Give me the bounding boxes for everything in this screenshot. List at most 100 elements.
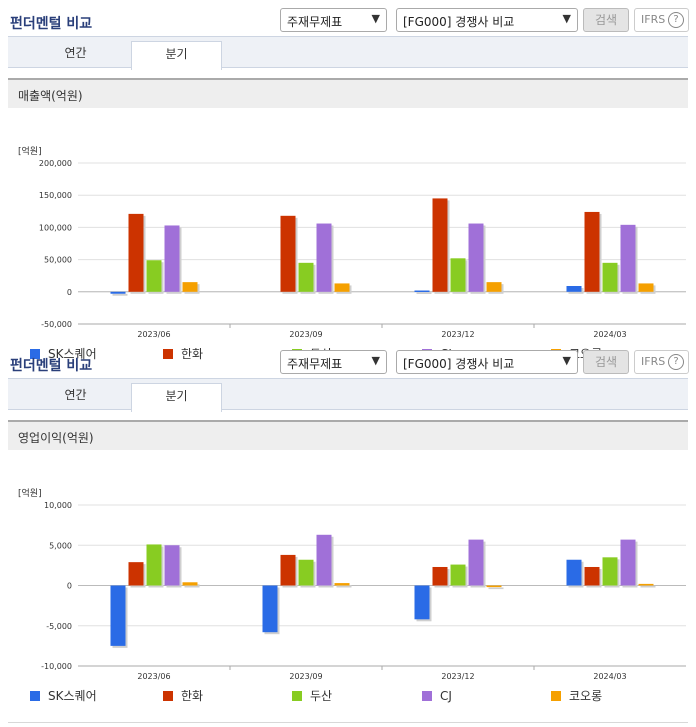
bar-코오롱 [334,283,350,292]
peer-group-select[interactable]: [FG000] 경쟁사 비교 ▼ [396,8,578,32]
revenue-chart-svg: [억원] 200,000 150,000 100,000 50,000 0 -50,000 2… [18,145,686,361]
tab-annual[interactable]: 연간 [64,46,87,60]
y-unit-label: [억원] [18,487,42,499]
ifrs-button[interactable]: IFRS ? [634,350,689,374]
peer-group-select-value: [FG000] 경쟁사 비교 [403,357,515,371]
bar-코오롱 [486,585,502,588]
tab-annual[interactable]: 연간 [64,388,87,402]
bar-SK스퀘어 [262,585,278,633]
peer-group-select[interactable]: [FG000] 경쟁사 비교 ▼ [396,350,578,374]
legend-item: 한화 [163,689,203,703]
ifrs-button[interactable]: IFRS ? [634,8,689,32]
legend-label: CJ [440,689,452,703]
y-tick-label: -5,000 [46,622,72,631]
legend-swatch [551,691,561,701]
bar-코오롱 [334,583,350,586]
metric-header: 매출액(억원) [8,78,688,108]
bar-한화 [584,566,600,586]
x-tick-label: 2023/12 [441,330,474,339]
bar-SK스퀘어 [110,291,126,294]
y-tick-label: 50,000 [44,256,72,265]
bar-shadow [640,585,656,588]
x-tick-label: 2023/09 [289,330,322,339]
y-tick-label: 150,000 [39,191,72,200]
x-tick-label: 2024/03 [593,672,626,681]
fundamental-panel-revenue: 펀더멘털 비교 주재무제표 ▼ [FG000] 경쟁사 비교 ▼ 검색 IFRS… [0,0,696,381]
panel-header: 펀더멘털 비교 주재무제표 ▼ [FG000] 경쟁사 비교 ▼ 검색 IFRS… [0,342,696,378]
tab-quarterly[interactable]: 분기 [131,41,222,70]
bar-두산 [146,544,162,586]
help-icon[interactable]: ? [668,12,684,28]
fundamental-panel-operating-profit: 펀더멘털 비교 주재무제표 ▼ [FG000] 경쟁사 비교 ▼ 검색 IFRS… [0,342,696,723]
bar-SK스퀘어 [414,290,430,293]
search-button[interactable]: 검색 [583,350,629,374]
bar-한화 [584,211,600,292]
operating-profit-chart-svg: [억원]10,000 5,000 0 -5,000 -10,000 2023/06 2023… [18,487,686,703]
statement-select[interactable]: 주재무제표 ▼ [280,350,387,374]
ifrs-label: IFRS [641,13,666,26]
panel-title: 펀더멘털 비교 [10,16,93,32]
tab-quarterly[interactable]: 분기 [131,383,222,412]
bar-shadow [184,584,200,588]
legend-swatch [163,691,173,701]
revenue-chart: [억원] 200,000 150,000 100,000 50,000 0 -50,000 2… [8,108,688,381]
bar-한화 [432,198,448,292]
y-tick-label: 200,000 [39,159,72,168]
legend-item: 코오롱 [551,689,602,703]
bar-SK스퀘어 [566,559,582,586]
bar-SK스퀘어 [414,585,430,620]
y-tick-label: -10,000 [41,662,72,671]
bar-한화 [128,562,144,586]
bar-CJ [468,223,484,292]
bar-두산 [602,262,618,292]
metric-header: 영업이익(억원) [8,420,688,450]
chevron-down-icon: ▼ [562,354,571,367]
bar-shadow [112,293,128,296]
legend-label: 한화 [181,689,203,703]
bar-CJ [316,534,332,586]
y-tick-label: 0 [67,582,72,591]
legend-swatch [30,349,40,359]
chevron-down-icon: ▼ [371,12,380,25]
x-tick-label: 2024/03 [593,330,626,339]
period-tabs: 연간 분기 [8,36,688,70]
bar-두산 [146,260,162,292]
bar-CJ [620,539,636,586]
panel-title: 펀더멘털 비교 [10,358,93,374]
statement-select-value: 주재무제표 [287,357,343,371]
operating-profit-chart: [억원] 10,000 5,000 0 -5,000 -10,000 2023/06 2023… [8,450,688,723]
bar-한화 [280,215,296,292]
bar-SK스퀘어 [110,585,126,646]
metric-title: 매출액(억원) [18,89,83,103]
ifrs-label: IFRS [641,355,666,368]
metric-title: 영업이익(억원) [18,431,94,445]
statement-select[interactable]: 주재무제표 ▼ [280,8,387,32]
bar-CJ [316,223,332,292]
x-tick-label: 2023/06 [137,672,170,681]
bar-SK스퀘어 [566,286,582,292]
bar-코오롱 [638,283,654,292]
help-icon[interactable]: ? [668,354,684,370]
legend-item: SK스퀘어 [30,347,97,361]
statement-select-value: 주재무제표 [287,15,343,29]
bar-코오롱 [182,282,198,292]
legend-swatch [30,691,40,701]
y-tick-label: -50,000 [41,320,72,329]
legend-item: 두산 [292,689,332,703]
bar-CJ [164,545,180,586]
legend-swatch [163,349,173,359]
x-tick-label: 2023/09 [289,672,322,681]
bar-shadow [488,587,504,590]
legend-item: CJ [422,689,452,703]
period-tabs: 연간 분기 [8,378,688,412]
chevron-down-icon: ▼ [562,12,571,25]
peer-group-select-value: [FG000] 경쟁사 비교 [403,15,515,29]
panel-header: 펀더멘털 비교 주재무제표 ▼ [FG000] 경쟁사 비교 ▼ 검색 IFRS… [0,0,696,36]
bar-두산 [602,557,618,586]
bar-두산 [450,258,466,292]
bar-코오롱 [638,583,654,586]
legend-item: 한화 [163,347,203,361]
search-button[interactable]: 검색 [583,8,629,32]
y-unit-label: [억원] [18,145,42,157]
bar-코오롱 [182,582,198,586]
